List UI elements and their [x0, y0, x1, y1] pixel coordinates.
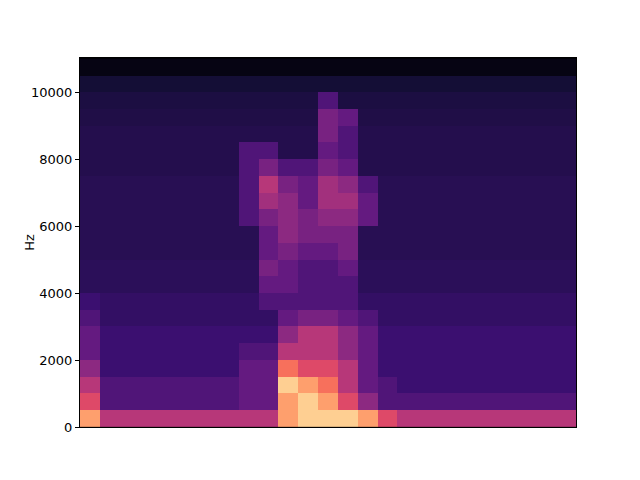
svg-text:4000: 4000	[39, 286, 72, 301]
svg-text:0: 0	[64, 420, 72, 435]
svg-text:Hz: Hz	[22, 234, 37, 251]
svg-text:8000: 8000	[39, 152, 72, 167]
svg-text:6000: 6000	[39, 219, 72, 234]
svg-text:10000: 10000	[31, 85, 72, 100]
svg-text:2000: 2000	[39, 353, 72, 368]
